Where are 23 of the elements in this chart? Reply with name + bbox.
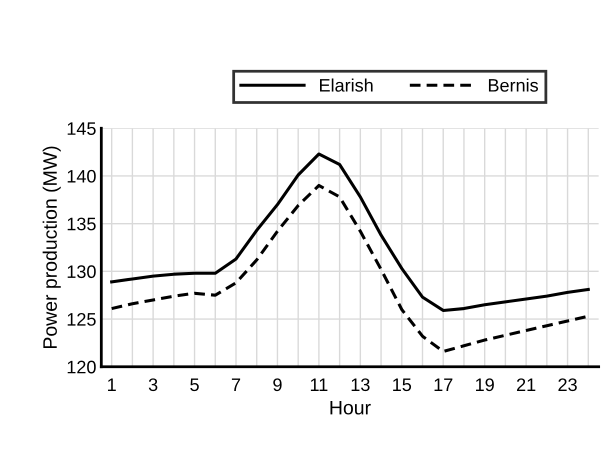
line-series — [110, 152, 590, 312]
x-tick-label: 1 — [108, 378, 116, 391]
x-axis-title: Hour — [330, 400, 371, 415]
x-tick-label: 23 — [558, 378, 577, 392]
x-tick-label: 9 — [273, 378, 282, 392]
x-tick-label: 19 — [476, 378, 494, 392]
legend-label: Bernis — [488, 78, 538, 92]
y-tick-label: 120 — [68, 360, 96, 374]
y-tick-label: 125 — [68, 312, 96, 326]
x-tick-label: 21 — [516, 378, 536, 391]
x-tick-label: 7 — [232, 378, 240, 391]
x-tick-label: 11 — [310, 378, 328, 391]
y-axis-title: Power production (MW) — [42, 146, 61, 348]
y-tick-label: 135 — [68, 218, 96, 230]
x-tick-label: 3 — [148, 378, 158, 392]
x-tick-label: 13 — [352, 378, 370, 392]
y-tick-label: 130 — [68, 265, 96, 278]
x-tick-label: 15 — [393, 378, 412, 392]
x-tick-label: 5 — [190, 378, 199, 392]
y-tick-label: 145 — [68, 122, 96, 135]
x-tick-label: 17 — [434, 378, 452, 391]
y-tick-label: 140 — [68, 170, 96, 183]
legend-label: Elarish — [320, 78, 373, 92]
